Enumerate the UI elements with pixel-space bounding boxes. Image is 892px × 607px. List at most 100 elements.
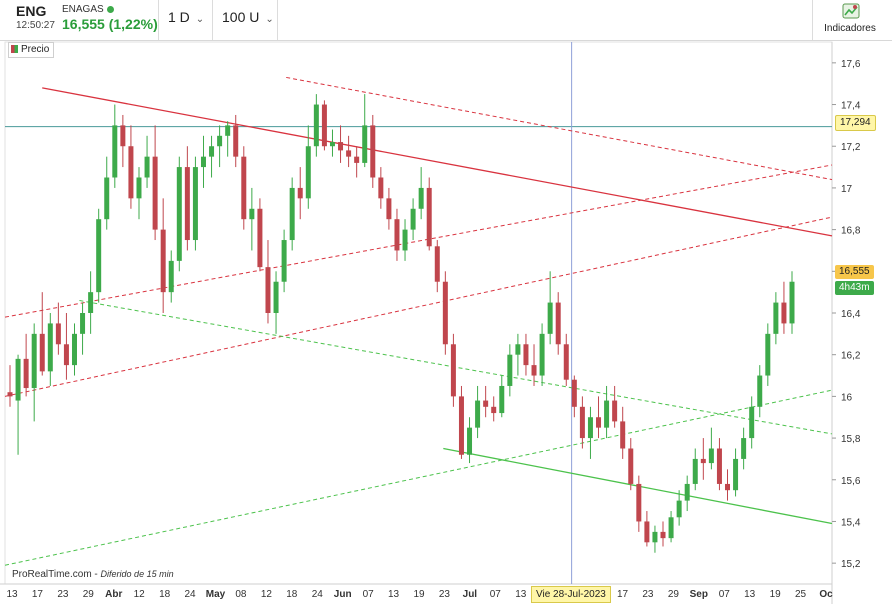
x-tick-label: 07 [490,589,502,600]
candle-body [483,400,489,407]
candle-body [418,187,424,209]
candle-body [636,483,642,522]
x-tick-label: Jul [463,589,478,600]
candle-body [467,427,473,455]
candle-body [434,246,440,282]
candle-body [628,448,634,484]
x-tick-label: 23 [439,589,451,600]
candle-body [475,400,481,428]
candle-body [160,229,166,293]
candle-body [555,302,561,345]
candle-body [499,385,505,414]
candle-body [39,333,45,372]
candle-body [491,406,497,414]
candle-swatch-icon [11,45,18,53]
indicators-icon [842,3,860,19]
x-tick-label: 18 [159,589,171,600]
x-tick-label: 13 [6,589,18,600]
candle-body [523,344,529,366]
candle-body [297,187,303,199]
trendline [4,164,833,318]
chevron-down-icon: ⌄ [195,14,205,25]
chevron-down-icon: ⌄ [265,14,274,25]
x-tick-label: 17 [32,589,44,600]
candle-body [346,150,352,157]
candle-body [289,187,295,241]
candle-body [55,323,61,345]
toolbar-divider [158,0,159,40]
x-tick-label: 19 [770,589,782,600]
candle-body [370,125,376,178]
y-tick-label: 16,2 [841,351,861,362]
x-tick-label: Sep [690,589,708,600]
candle-body [136,177,142,199]
x-tick-label: 07 [719,589,731,600]
candle-body [450,344,456,397]
candle-body [313,104,319,147]
candle-body [676,500,682,518]
candle-body [587,417,593,439]
candle-body [217,135,223,147]
candle-countdown-tag: 4h43m [835,281,874,295]
candle-body [684,483,690,501]
candle-body [192,167,198,241]
trendline [42,87,833,237]
candle-body [765,333,771,376]
live-status-icon [106,5,114,13]
candle-body [273,281,279,313]
y-tick-label: 17 [841,184,853,195]
trendline [79,299,833,435]
candle-body [63,344,69,366]
candle-body [23,358,29,389]
x-tick-label: Oc [819,589,833,600]
x-tick-label: 24 [185,589,197,600]
candle-body [716,448,722,484]
toolbar-divider [212,0,213,40]
bar-count-dropdown[interactable]: 100 U ⌄ [222,9,274,25]
y-tick-label: 15,4 [841,517,861,528]
price-change: 16,555 (1,22%) [62,16,158,32]
candle-body [596,417,602,428]
candle-body [749,406,755,439]
candle-body [378,177,384,199]
x-tick-label: 29 [668,589,680,600]
candle-body [773,302,779,334]
candle-body [184,167,190,241]
candle-body [410,208,416,230]
candle-body [144,156,150,178]
trendline [286,76,833,181]
x-tick-label: 23 [57,589,69,600]
timeframe-dropdown[interactable]: 1 D ⌄ [168,9,204,25]
indicators-button[interactable]: Indicadores [820,0,880,40]
candle-body [88,292,94,313]
trendline [4,216,833,397]
x-tick-label: May [206,589,226,600]
top-toolbar: ENG 12:50:27 ENAGAS 16,555 (1,22%) 1 D ⌄ … [0,0,892,41]
candle-body [402,229,408,251]
candle-body [426,187,432,247]
timeframe-value: 1 D [168,9,190,25]
candle-body [152,156,158,230]
candle-body [789,281,795,324]
y-tick-label: 17,6 [841,59,861,70]
candle-body [668,517,674,539]
candle-body [120,125,126,147]
bar-count-value: 100 U [222,9,260,25]
x-tick-label: Abr [105,589,122,600]
candle-body [579,406,585,439]
candle-body [104,177,110,220]
candle-body [725,483,731,491]
x-tick-label: Jun [334,589,352,600]
series-legend[interactable]: Precio [8,42,55,58]
ticker-symbol[interactable]: ENG [16,3,47,19]
y-tick-label: 16,4 [841,309,861,320]
candle-body [386,198,392,220]
y-tick-label: 15,2 [841,559,861,570]
x-tick-label: 24 [312,589,324,600]
x-tick-label: 12 [134,589,146,600]
candle-body [338,142,344,151]
x-tick-label: 12 [261,589,273,600]
candle-body [692,458,698,484]
y-tick-label: 17,2 [841,142,861,153]
